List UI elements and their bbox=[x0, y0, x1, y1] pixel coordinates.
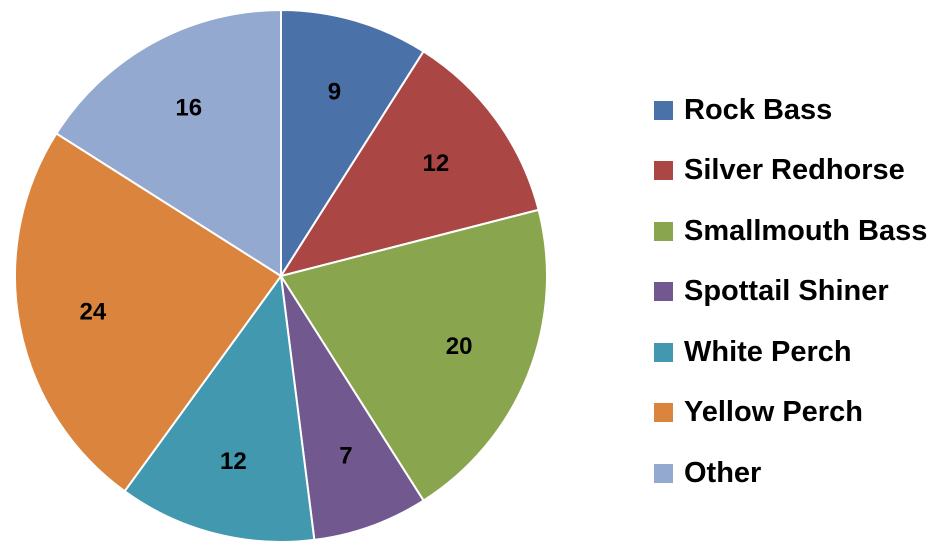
legend-item-white-perch: White Perch bbox=[654, 322, 927, 383]
pie-data-labels: 9 12 20 7 12 24 16 bbox=[80, 79, 473, 475]
pie-slice-smallmouth-bass bbox=[279, 208, 548, 502]
legend-swatch-silver-redhorse bbox=[654, 161, 673, 181]
data-label-white-perch: 12 bbox=[220, 448, 247, 475]
legend-swatch-smallmouth-bass bbox=[654, 221, 673, 241]
legend-swatch-other bbox=[654, 463, 673, 483]
pie-slice-other bbox=[55, 8, 282, 278]
legend-label-rock-bass: Rock Bass bbox=[684, 93, 833, 126]
pie-slice-rock-bass bbox=[280, 8, 425, 280]
data-label-spottail-shiner: 7 bbox=[339, 443, 352, 470]
legend-item-other: Other bbox=[654, 443, 927, 504]
data-label-other: 16 bbox=[175, 95, 202, 122]
legend-label-other: Other bbox=[684, 456, 762, 489]
legend-swatch-yellow-perch bbox=[654, 403, 673, 423]
legend-label-silver-redhorse: Silver Redhorse bbox=[684, 154, 905, 187]
legend-item-yellow-perch: Yellow Perch bbox=[654, 383, 927, 444]
legend-label-white-perch: White Perch bbox=[684, 335, 852, 368]
pie-slice-silver-redhorse bbox=[278, 50, 540, 278]
legend-item-silver-redhorse: Silver Redhorse bbox=[654, 141, 927, 202]
legend-item-spottail-shiner: Spottail Shiner bbox=[654, 262, 927, 323]
legend-label-spottail-shiner: Spottail Shiner bbox=[684, 275, 889, 308]
pie-slice-spottail-shiner bbox=[280, 275, 425, 542]
data-label-yellow-perch: 24 bbox=[80, 298, 107, 325]
pie-slices bbox=[14, 8, 548, 543]
pie-slice-white-perch bbox=[123, 273, 316, 543]
pie-slice-yellow-perch bbox=[14, 132, 283, 493]
legend-swatch-white-perch bbox=[654, 342, 673, 362]
legend-swatch-spottail-shiner bbox=[654, 282, 673, 302]
data-label-rock-bass: 9 bbox=[328, 79, 341, 106]
data-label-silver-redhorse: 12 bbox=[423, 150, 450, 177]
legend-item-rock-bass: Rock Bass bbox=[654, 80, 927, 141]
legend-label-yellow-perch: Yellow Perch bbox=[684, 396, 863, 429]
legend-item-smallmouth-bass: Smallmouth Bass bbox=[654, 201, 927, 262]
data-label-smallmouth-bass: 20 bbox=[446, 333, 473, 360]
chart-legend: Rock Bass Silver Redhorse Smallmouth Bass S… bbox=[654, 80, 927, 504]
legend-swatch-rock-bass bbox=[654, 100, 673, 120]
legend-label-smallmouth-bass: Smallmouth Bass bbox=[684, 214, 928, 247]
